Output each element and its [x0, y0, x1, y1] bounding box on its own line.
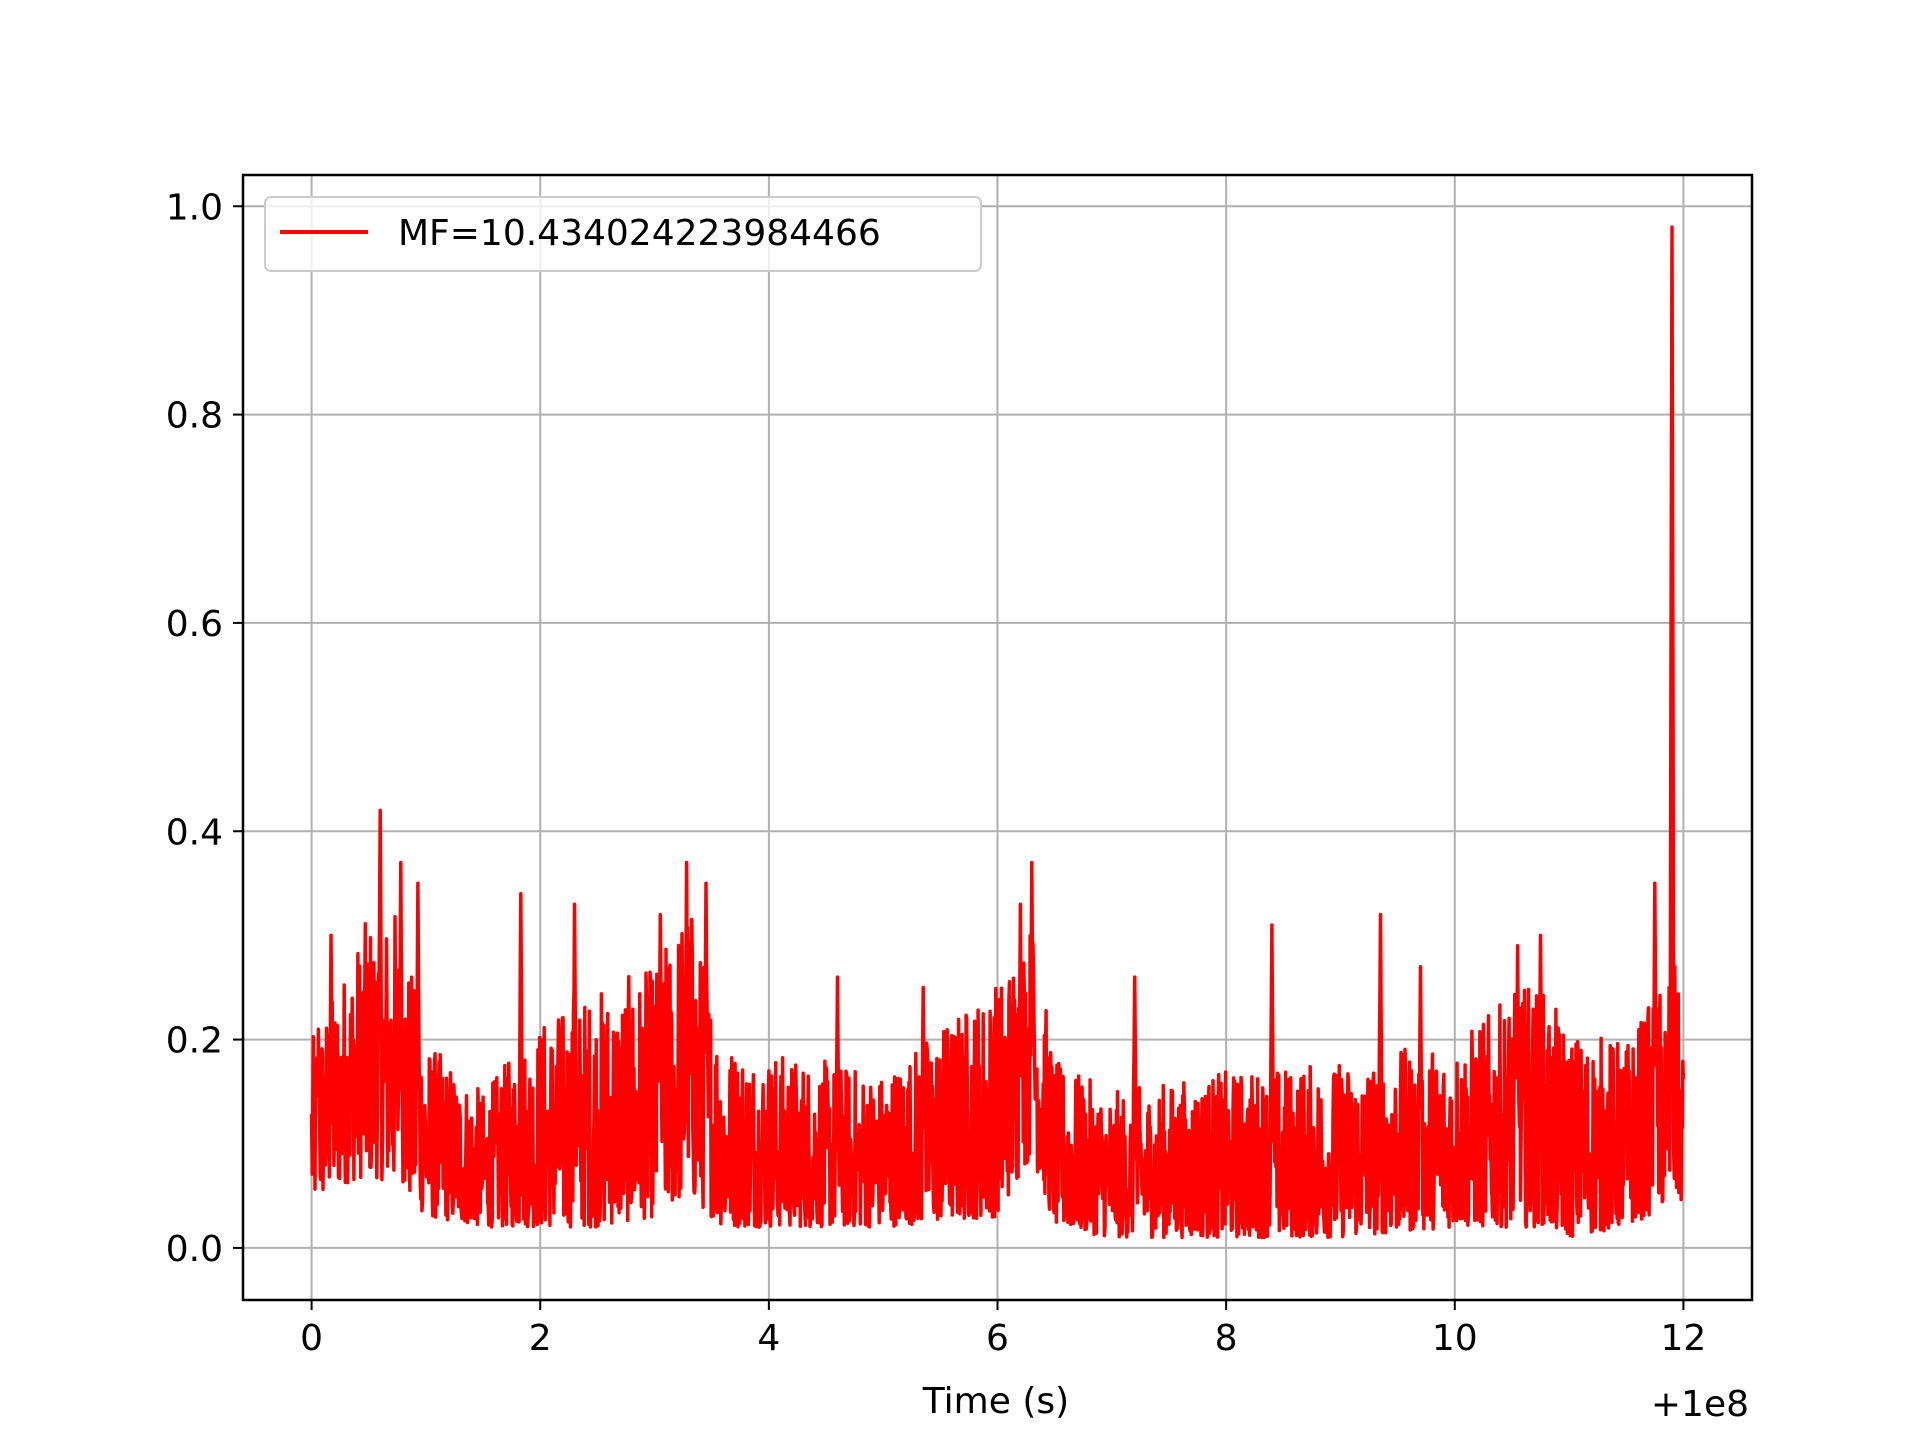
x-tick-label: 10 — [1432, 1318, 1478, 1359]
y-tick-label: 0.4 — [166, 812, 223, 853]
x-axis-ticks: 0 2 4 6 8 10 12 — [300, 1300, 1706, 1359]
x-tick-label: 12 — [1661, 1318, 1707, 1359]
y-tick-label: 0.8 — [166, 396, 223, 437]
x-tick-label: 8 — [1215, 1318, 1238, 1359]
y-tick-label: 0.2 — [166, 1021, 223, 1062]
legend: MF=10.434024223984466 — [264, 196, 982, 272]
y-tick-label: 0.6 — [166, 604, 223, 645]
legend-box — [264, 196, 982, 272]
x-tick-label: 6 — [986, 1318, 1009, 1359]
x-axis-label: Time (s) — [922, 1381, 1069, 1422]
series-line-path — [309, 225, 1686, 1240]
legend-entry-label: MF=10.434024223984466 — [398, 213, 881, 254]
x-tick-label: 2 — [529, 1318, 552, 1359]
y-tick-label: 1.0 — [166, 187, 223, 228]
grid — [243, 175, 1752, 1300]
y-tick-label: 0.0 — [166, 1229, 223, 1270]
x-tick-label: 4 — [757, 1318, 780, 1359]
series-mf-line — [309, 225, 1686, 1240]
y-axis-ticks: 0.0 0.2 0.4 0.6 0.8 1.0 — [166, 187, 243, 1270]
x-tick-label: 0 — [300, 1318, 323, 1359]
x-axis-offset-label: +1e8 — [1651, 1384, 1749, 1425]
